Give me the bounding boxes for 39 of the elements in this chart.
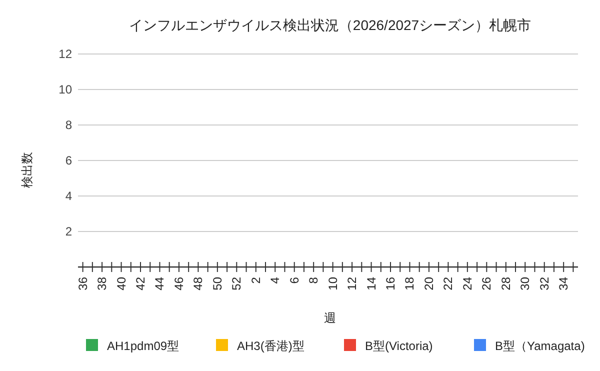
x-tick-label: 44 (152, 276, 167, 290)
x-tick-label: 30 (518, 276, 532, 290)
x-tick-label: 6 (287, 276, 302, 284)
x-tick-label: 12 (345, 276, 360, 290)
legend-label: AH1pdm09型 (107, 339, 180, 353)
x-tick-label: 24 (460, 276, 474, 290)
x-tick-label: 28 (498, 276, 513, 290)
y-tick-label: 10 (58, 82, 72, 96)
x-tick-label: 10 (326, 276, 340, 290)
y-tick-label: 4 (65, 189, 72, 203)
x-tick-label: 42 (134, 276, 148, 290)
x-tick-label: 34 (556, 276, 571, 290)
x-axis-title: 週 (324, 311, 336, 325)
x-tick-label: 48 (191, 276, 206, 290)
y-tick-label: 2 (65, 224, 72, 238)
x-tick-label: 26 (480, 276, 494, 290)
y-axis-title: 検出数 (20, 152, 34, 188)
x-tick-label: 2 (248, 276, 263, 284)
x-tick-label: 20 (422, 276, 436, 290)
x-tick-label: 40 (114, 276, 128, 290)
x-tick-label: 22 (441, 276, 456, 290)
x-tick-label: 32 (537, 276, 552, 290)
legend-label: B型（Yamagata) (495, 339, 585, 353)
legend-label: AH3(香港)型 (237, 339, 304, 353)
y-tick-label: 12 (58, 47, 72, 61)
x-tick-label: 38 (95, 276, 110, 290)
x-tick-label: 14 (364, 276, 378, 290)
x-tick-label: 36 (76, 276, 90, 290)
y-tick-label: 8 (65, 118, 72, 132)
x-tick-label: 18 (402, 276, 417, 290)
x-tick-label: 4 (268, 276, 282, 284)
legend-label: B型(Victoria) (365, 339, 433, 353)
x-tick-label: 16 (384, 276, 398, 290)
x-tick-label: 8 (306, 276, 321, 284)
x-tick-label: 50 (210, 276, 224, 290)
x-tick-label: 46 (172, 276, 186, 290)
x-tick-label: 52 (230, 276, 244, 290)
y-tick-label: 6 (65, 154, 72, 168)
chart-title: インフルエンザウイルス検出状況（2026/2027シーズン）札幌市 (128, 17, 532, 33)
